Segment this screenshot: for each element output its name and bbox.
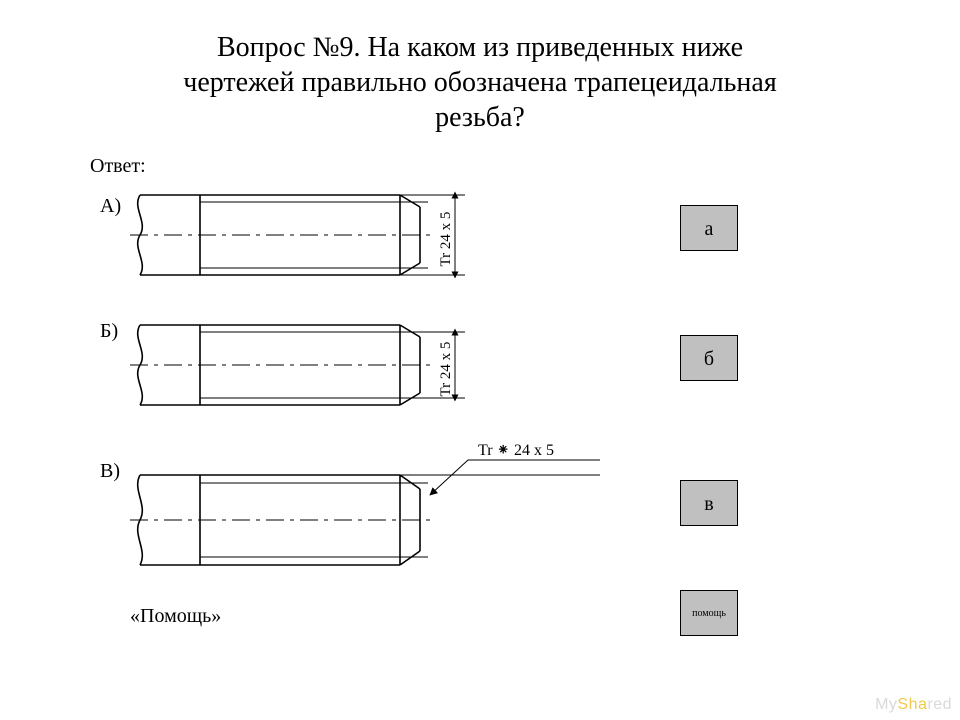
diagrams-svg: Tr 24 x 5 <box>0 0 960 720</box>
diagram-b: Tr 24 x 5 <box>130 325 465 405</box>
watermark-pre: My <box>875 696 897 713</box>
watermark-post: red <box>927 696 952 713</box>
diagram-v: Tr ⁕ 24 x 5 <box>130 442 600 565</box>
diagram-a: Tr 24 x 5 <box>130 195 465 275</box>
leader-text-v: Tr ⁕ 24 x 5 <box>478 442 554 459</box>
slide: { "title_lines": [ "Вопрос №9. На каком … <box>0 0 960 720</box>
dim-text-a: Tr 24 x 5 <box>438 212 454 267</box>
dim-text-b: Tr 24 x 5 <box>438 342 454 397</box>
watermark: MyShared <box>875 696 952 714</box>
watermark-accent: Sha <box>897 696 927 713</box>
